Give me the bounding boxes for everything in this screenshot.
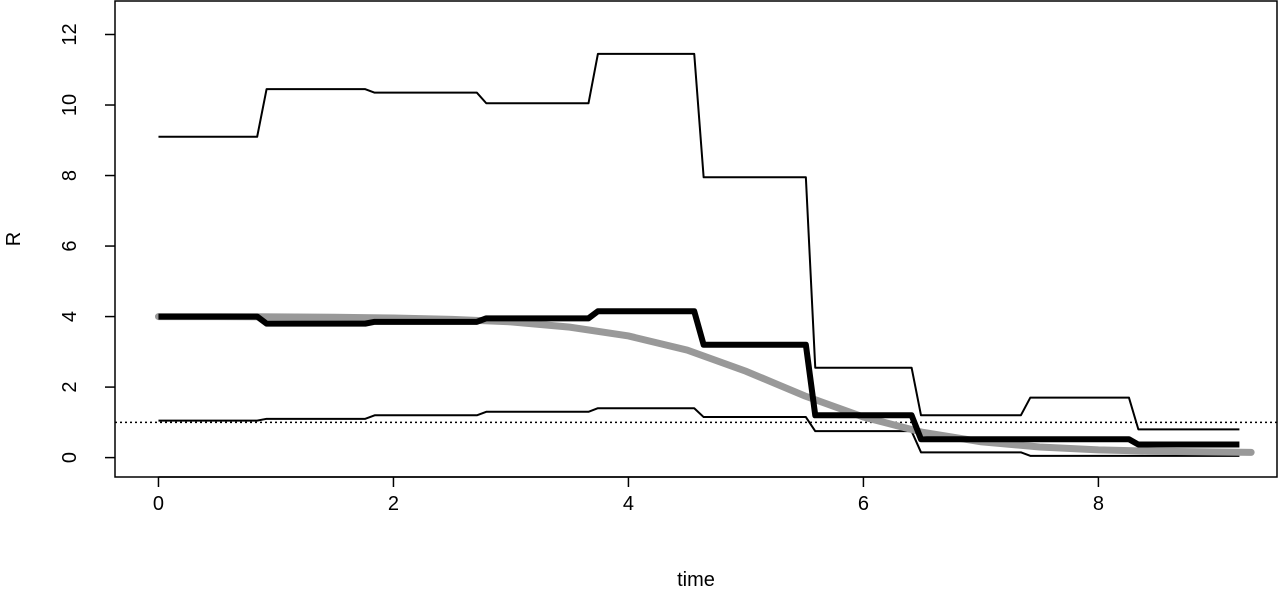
- series-estimate: [158, 308, 1240, 448]
- y-tick-label: 8: [59, 170, 81, 181]
- y-tick-label: 12: [59, 23, 81, 45]
- y-tick-label: 10: [59, 94, 81, 116]
- series-true: [154, 313, 1255, 456]
- series-group: [115, 52, 1277, 457]
- x-axis-label: time: [677, 569, 715, 589]
- x-tick-label: 4: [623, 493, 634, 515]
- x-axis: 0 2 4 6 8: [153, 476, 1104, 515]
- y-axis-label: R: [3, 232, 25, 246]
- y-tick-label: 6: [59, 240, 81, 251]
- y-tick-label: 4: [59, 311, 81, 322]
- x-tick-label: 8: [1093, 493, 1104, 515]
- y-tick-label: 2: [59, 382, 81, 393]
- x-tick-label: 6: [858, 493, 869, 515]
- y-tick-label: 0: [59, 452, 81, 463]
- x-tick-label: 0: [153, 493, 164, 515]
- series-upper: [158, 52, 1240, 431]
- y-axis: 0 2 4 6 8 10 12: [59, 23, 115, 463]
- series-lower: [158, 407, 1240, 457]
- x-tick-label: 2: [388, 493, 399, 515]
